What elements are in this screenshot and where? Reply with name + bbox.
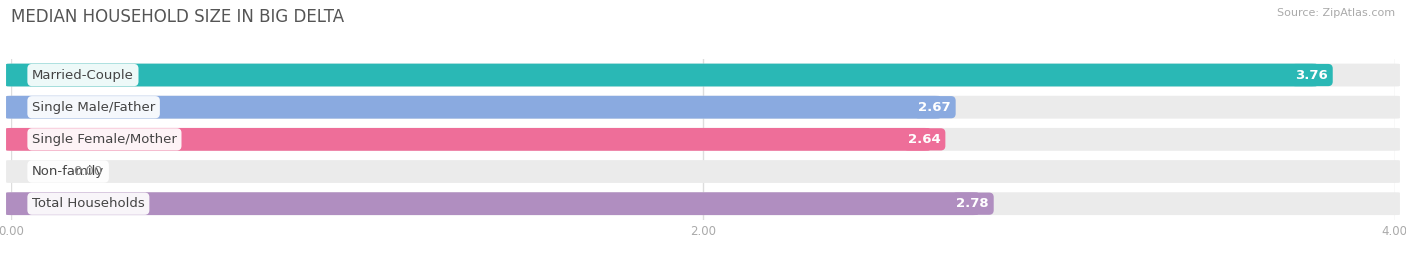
Text: Single Male/Father: Single Male/Father: [32, 101, 155, 114]
FancyBboxPatch shape: [6, 128, 1400, 151]
FancyBboxPatch shape: [6, 160, 1400, 183]
FancyBboxPatch shape: [6, 192, 1400, 215]
Text: Source: ZipAtlas.com: Source: ZipAtlas.com: [1277, 8, 1395, 18]
Text: 2.64: 2.64: [908, 133, 941, 146]
Text: 2.78: 2.78: [956, 197, 988, 210]
FancyBboxPatch shape: [6, 64, 1317, 87]
FancyBboxPatch shape: [6, 96, 1400, 119]
FancyBboxPatch shape: [6, 192, 979, 215]
Text: 2.67: 2.67: [918, 101, 950, 114]
Text: Non-family: Non-family: [32, 165, 104, 178]
Text: Total Households: Total Households: [32, 197, 145, 210]
FancyBboxPatch shape: [6, 64, 1400, 87]
Text: Single Female/Mother: Single Female/Mother: [32, 133, 177, 146]
Text: MEDIAN HOUSEHOLD SIZE IN BIG DELTA: MEDIAN HOUSEHOLD SIZE IN BIG DELTA: [11, 8, 344, 26]
FancyBboxPatch shape: [6, 96, 941, 119]
Text: 3.76: 3.76: [1295, 69, 1329, 81]
FancyBboxPatch shape: [6, 128, 929, 151]
Text: Married-Couple: Married-Couple: [32, 69, 134, 81]
Text: 0.00: 0.00: [73, 165, 103, 178]
